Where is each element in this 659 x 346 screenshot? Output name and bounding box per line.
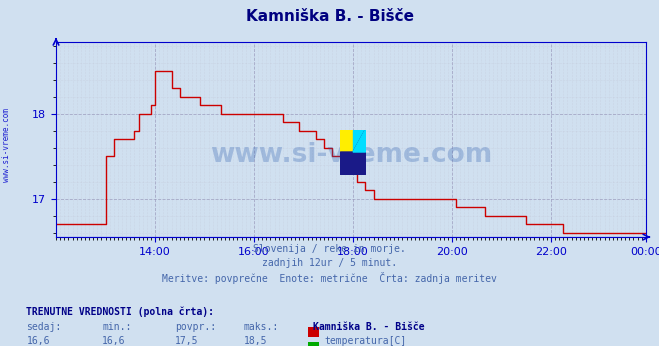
Text: 16,6: 16,6 (102, 336, 126, 346)
Text: Kamniška B. - Bišče: Kamniška B. - Bišče (246, 9, 413, 24)
Polygon shape (353, 129, 366, 152)
Text: 16,6: 16,6 (26, 336, 50, 346)
Text: povpr.:: povpr.: (175, 322, 215, 332)
Text: www.si-vreme.com: www.si-vreme.com (210, 142, 492, 168)
Text: maks.:: maks.: (244, 322, 279, 332)
Bar (341, 129, 353, 152)
Text: zadnjih 12ur / 5 minut.: zadnjih 12ur / 5 minut. (262, 258, 397, 268)
Text: temperatura[C]: temperatura[C] (324, 336, 407, 346)
Text: TRENUTNE VREDNOSTI (polna črta):: TRENUTNE VREDNOSTI (polna črta): (26, 306, 214, 317)
Polygon shape (341, 129, 366, 174)
Text: www.si-vreme.com: www.si-vreme.com (2, 108, 11, 182)
Text: sedaj:: sedaj: (26, 322, 61, 332)
Text: min.:: min.: (102, 322, 132, 332)
Text: Slovenija / reke in morje.: Slovenija / reke in morje. (253, 244, 406, 254)
Text: 18,5: 18,5 (244, 336, 268, 346)
Text: Kamniška B. - Bišče: Kamniška B. - Bišče (313, 322, 424, 332)
Text: 17,5: 17,5 (175, 336, 198, 346)
Bar (353, 129, 366, 152)
Text: Meritve: povprečne  Enote: metrične  Črta: zadnja meritev: Meritve: povprečne Enote: metrične Črta:… (162, 272, 497, 284)
